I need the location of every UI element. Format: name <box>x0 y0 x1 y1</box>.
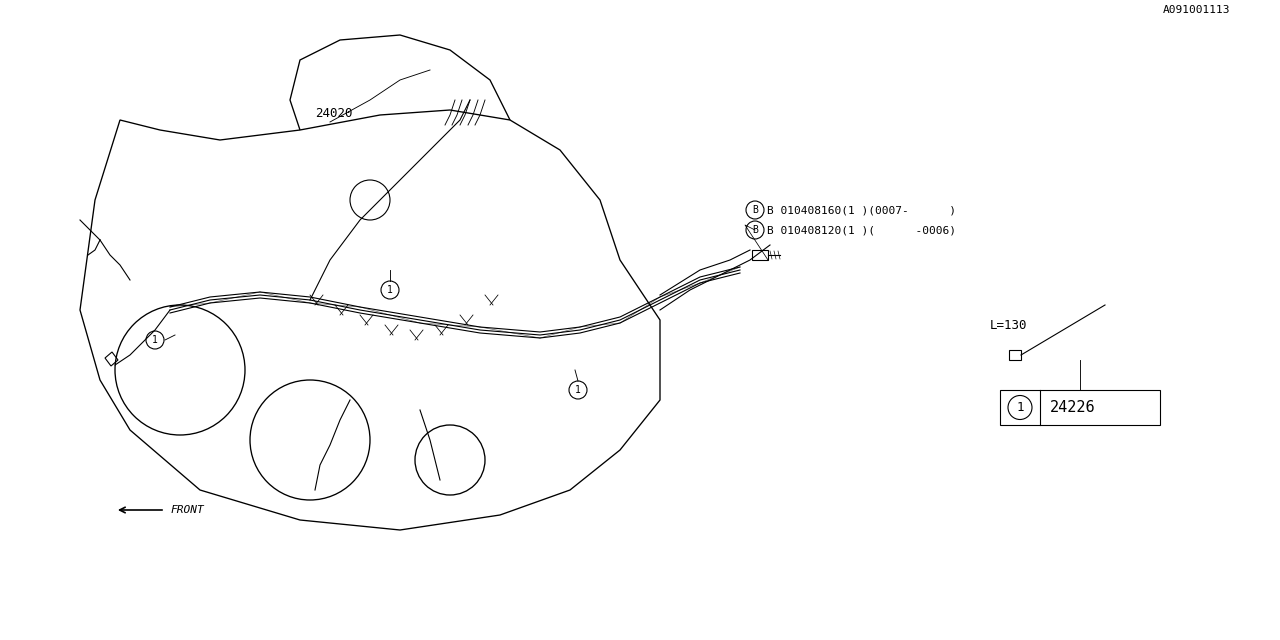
Text: 24020: 24020 <box>315 107 352 120</box>
Text: FRONT: FRONT <box>170 505 204 515</box>
Text: 24226: 24226 <box>1050 400 1096 415</box>
Text: 1: 1 <box>387 285 393 295</box>
Text: B 010408120(1 )(      -0006): B 010408120(1 )( -0006) <box>767 225 956 235</box>
Text: B: B <box>753 225 758 235</box>
Text: 1: 1 <box>575 385 581 395</box>
Text: A091001113: A091001113 <box>1162 5 1230 15</box>
Text: 1: 1 <box>1016 401 1024 414</box>
Text: B 010408160(1 )(0007-      ): B 010408160(1 )(0007- ) <box>767 205 956 215</box>
Text: B: B <box>753 205 758 215</box>
Text: 1: 1 <box>152 335 157 345</box>
Text: L=130: L=130 <box>989 319 1028 332</box>
